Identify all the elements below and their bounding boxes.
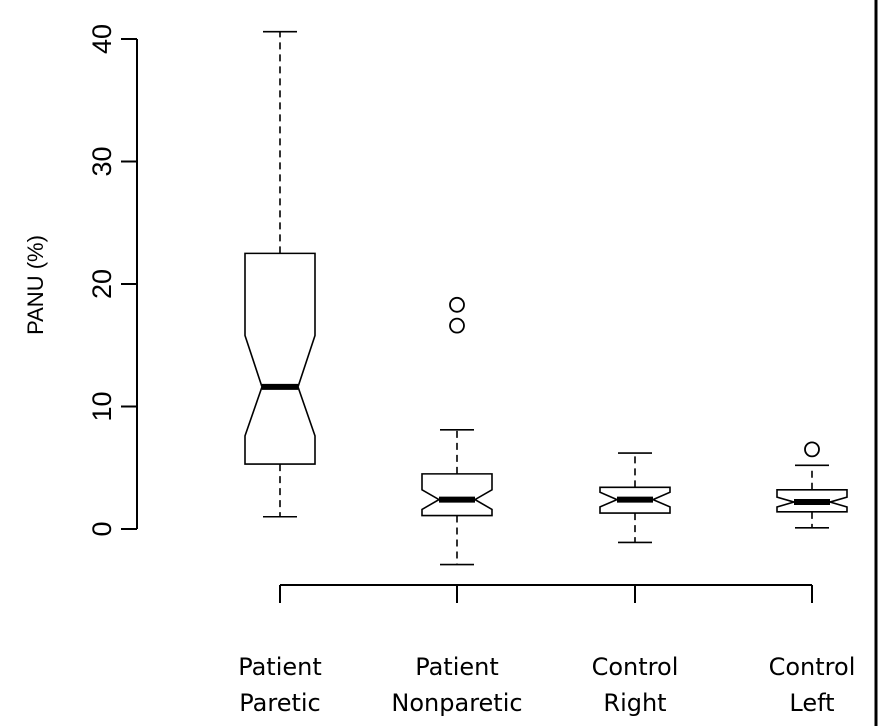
x-category-label-line1: Patient [238, 653, 322, 681]
x-category-label-line1: Control [592, 653, 679, 681]
x-category-label-line2: Paretic [239, 689, 320, 717]
x-category-label-line1: Patient [415, 653, 499, 681]
y-tick-label: 30 [87, 146, 117, 176]
notched-box [244, 252, 316, 465]
y-tick-label: 10 [87, 391, 117, 421]
x-category-label-line1: Control [769, 653, 856, 681]
y-axis-label: PANU (%) [23, 235, 48, 335]
notched-box [421, 473, 493, 517]
box-group [599, 452, 671, 544]
box-group [421, 296, 493, 566]
boxes-layer [244, 30, 848, 566]
outlier-point [449, 296, 465, 313]
x-category-label-line2: Right [603, 689, 666, 717]
box-group [776, 441, 848, 529]
x-axis: Patient Paretic Patient Nonparetic Control Ri… [238, 584, 856, 717]
outlier-point [804, 441, 820, 458]
x-category-label-line2: Left [789, 689, 834, 717]
y-axis: 0 10 20 30 40 [87, 24, 138, 537]
y-tick-label: 0 [87, 521, 117, 536]
box-group [244, 30, 316, 518]
y-tick-label: 20 [87, 269, 117, 299]
x-category-label-line2: Nonparetic [391, 689, 522, 717]
outlier-point [449, 317, 465, 334]
y-tick-label: 40 [87, 24, 117, 54]
